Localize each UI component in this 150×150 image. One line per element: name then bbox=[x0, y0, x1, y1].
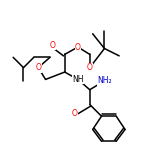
Text: NH: NH bbox=[72, 75, 84, 84]
Text: O: O bbox=[50, 41, 56, 50]
Text: O: O bbox=[87, 63, 93, 72]
Text: O: O bbox=[75, 43, 81, 52]
Text: NH₂: NH₂ bbox=[97, 76, 112, 85]
Text: O: O bbox=[35, 63, 41, 72]
Text: O: O bbox=[72, 109, 78, 118]
